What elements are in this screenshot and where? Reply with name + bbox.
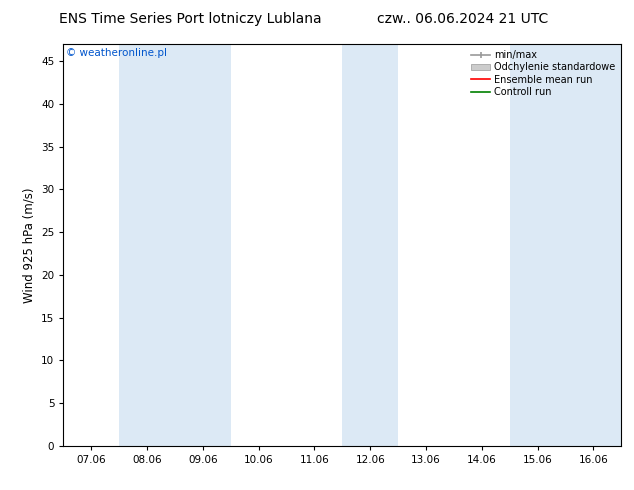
Text: © weatheronline.pl: © weatheronline.pl [66, 48, 167, 58]
Text: ENS Time Series Port lotniczy Lublana: ENS Time Series Port lotniczy Lublana [59, 12, 321, 26]
Legend: min/max, Odchylenie standardowe, Ensemble mean run, Controll run: min/max, Odchylenie standardowe, Ensembl… [468, 47, 618, 100]
Bar [342, 44, 398, 446]
Y-axis label: Wind 925 hPa (m/s): Wind 925 hPa (m/s) [23, 187, 36, 303]
Text: czw.. 06.06.2024 21 UTC: czw.. 06.06.2024 21 UTC [377, 12, 548, 26]
Bar [566, 44, 621, 446]
Bar [119, 44, 175, 446]
Bar [175, 44, 231, 446]
Bar [510, 44, 566, 446]
